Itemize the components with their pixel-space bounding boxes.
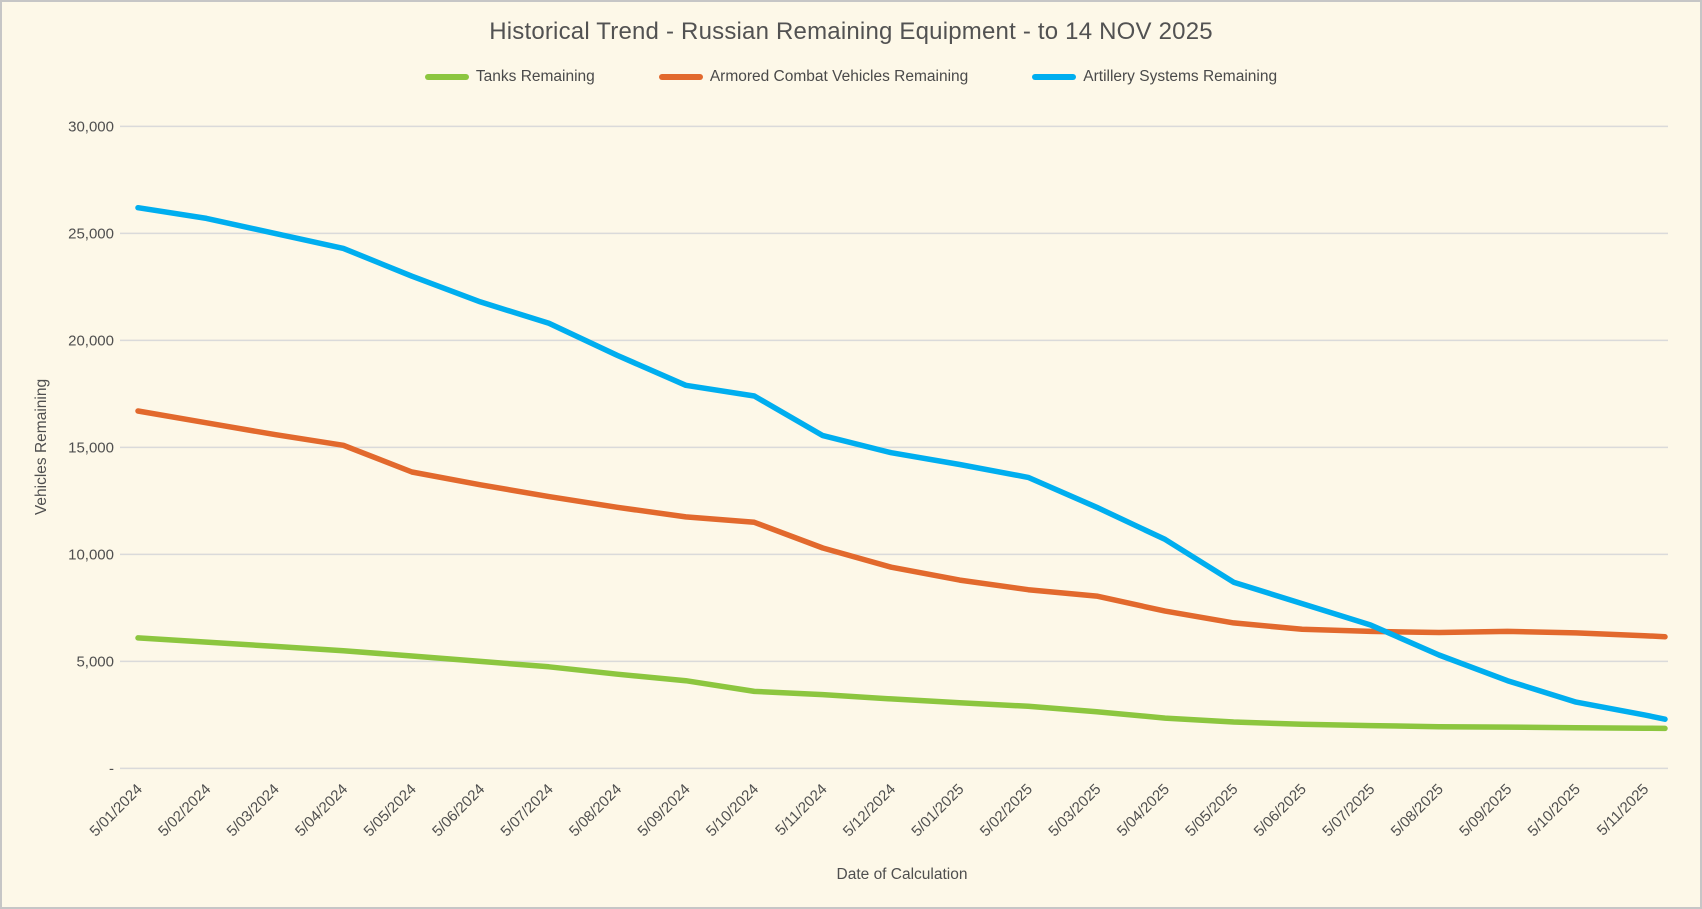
series-line-artillery-systems-remaining: [135, 204, 1668, 722]
x-tick-label: 5/11/2025: [1594, 781, 1652, 839]
x-tick-label: 5/08/2024: [566, 781, 625, 840]
y-axis-title: Vehicles Remaining: [33, 378, 50, 516]
legend-label: Tanks Remaining: [475, 68, 595, 85]
x-tick-label: 5/02/2025: [977, 781, 1036, 840]
x-tick-label: 5/07/2024: [497, 781, 556, 840]
y-tick-label: 10,000: [68, 546, 114, 563]
x-tick-label: 5/02/2024: [155, 781, 214, 840]
legend-swatch: [658, 74, 703, 80]
x-tick-label: 5/07/2025: [1319, 781, 1378, 840]
legend-label: Armored Combat Vehicles Remaining: [709, 68, 969, 85]
x-tick-label: 5/06/2024: [429, 781, 488, 840]
x-tick-label: 5/10/2025: [1525, 781, 1584, 840]
x-tick-label: 5/08/2025: [1388, 781, 1447, 840]
y-tick-label: 30,000: [68, 118, 114, 135]
y-tick-label: 15,000: [68, 439, 114, 456]
series-line-tanks-remaining: [135, 635, 1668, 732]
legend-label: Artillery Systems Remaining: [1083, 68, 1278, 85]
legend-item-tanks-remaining: Tanks Remaining: [424, 68, 595, 86]
x-tick-label: 5/09/2025: [1456, 781, 1515, 840]
x-tick-label: 5/05/2025: [1182, 781, 1241, 840]
chart-title: Historical Trend - Russian Remaining Equ…: [489, 18, 1213, 45]
x-tick-label: 5/01/2024: [87, 781, 146, 840]
legend: Tanks Remaining Armored Combat Vehicles R…: [2, 68, 1700, 86]
series-line-armored-combat-vehicles-remaining: [135, 408, 1668, 640]
y-tick-label: 25,000: [68, 225, 114, 242]
x-tick-label: 5/06/2025: [1251, 781, 1310, 840]
legend-swatch: [1032, 74, 1077, 80]
x-tick-label: 5/12/2024: [840, 781, 899, 840]
x-axis-title: Date of Calculation: [836, 866, 968, 883]
y-tick-label: 5,000: [76, 653, 114, 670]
y-tick-label: -: [109, 760, 114, 777]
x-tick-label: 5/03/2025: [1045, 781, 1104, 840]
x-tick-label: 5/03/2024: [224, 781, 283, 840]
y-tick-label: 20,000: [68, 332, 114, 349]
x-tick-label: 5/01/2025: [908, 781, 967, 840]
x-tick-label: 5/11/2024: [772, 781, 830, 839]
legend-item-artillery-systems-remaining: Artillery Systems Remaining: [1032, 68, 1277, 86]
x-tick-label: 5/10/2024: [703, 781, 762, 840]
x-tick-label: 5/04/2025: [1114, 781, 1173, 840]
x-tick-label: 5/05/2024: [361, 781, 420, 840]
legend-swatch: [424, 74, 469, 80]
x-tick-label: 5/09/2024: [634, 781, 693, 840]
x-tick-label: 5/04/2024: [292, 781, 351, 840]
legend-item-armored-combat-vehicles-remaining: Armored Combat Vehicles Remaining: [658, 68, 969, 86]
